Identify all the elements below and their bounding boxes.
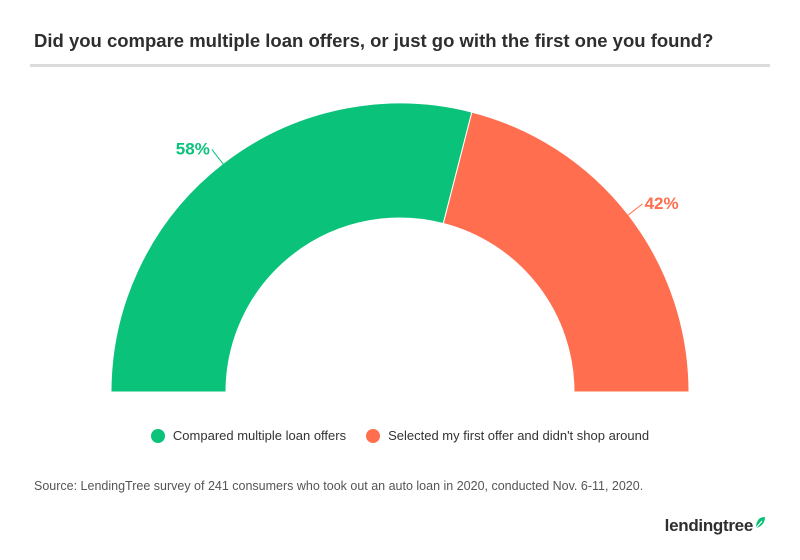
leader-line-0 xyxy=(211,149,224,165)
legend-swatch-first-offer xyxy=(366,428,381,443)
logo-text: lendingtree xyxy=(664,516,754,535)
leaf-icon xyxy=(755,517,765,529)
chart-title: Did you compare multiple loan offers, or… xyxy=(34,30,714,51)
slice-first-offer xyxy=(442,111,690,393)
data-label-first-offer: 42% xyxy=(645,194,679,213)
title-divider xyxy=(30,64,770,67)
slice-compared-multiple xyxy=(110,102,473,393)
legend-item-compared: Compared multiple loan offers xyxy=(150,428,347,443)
legend-label-first-offer: Selected my first offer and didn't shop … xyxy=(388,428,650,443)
lendingtree-logo: lendingtree xyxy=(665,516,766,536)
leader-line-1 xyxy=(627,203,643,216)
legend: Compared multiple loan offers Selected m… xyxy=(0,428,800,443)
legend-label-compared: Compared multiple loan offers xyxy=(172,428,347,443)
legend-item-first-offer: Selected my first offer and didn't shop … xyxy=(366,428,649,443)
source-note: Source: LendingTree survey of 241 consum… xyxy=(34,479,644,493)
data-label-compared-multiple: 58% xyxy=(176,139,210,158)
legend-swatch-compared xyxy=(150,428,165,443)
half-donut-chart: 58% 42% xyxy=(110,102,690,393)
